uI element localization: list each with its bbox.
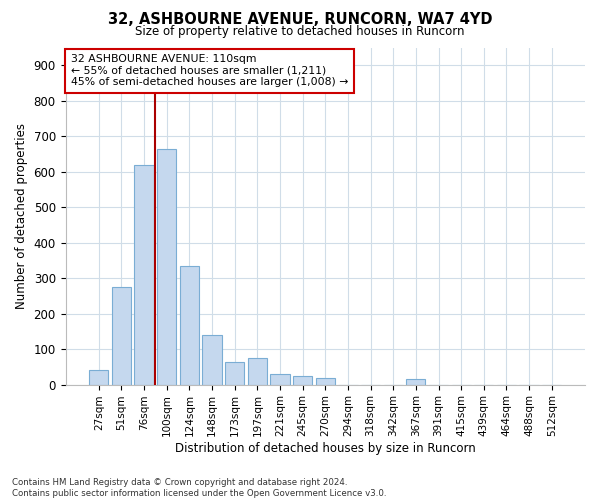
Text: Size of property relative to detached houses in Runcorn: Size of property relative to detached ho… (135, 25, 465, 38)
Bar (248, 358, 267, 384)
X-axis label: Distribution of detached houses by size in Runcorn: Distribution of detached houses by size … (175, 442, 476, 455)
Bar (112, 287, 131, 384)
Bar (157, 148, 176, 384)
Bar (316, 378, 335, 384)
Text: 32 ASHBOURNE AVENUE: 110sqm
← 55% of detached houses are smaller (1,211)
45% of : 32 ASHBOURNE AVENUE: 110sqm ← 55% of det… (71, 54, 348, 88)
Bar (225, 362, 244, 384)
Bar (293, 376, 312, 384)
Y-axis label: Number of detached properties: Number of detached properties (15, 123, 28, 309)
Bar (180, 266, 199, 384)
Bar (202, 335, 221, 384)
Bar (271, 374, 290, 384)
Text: Contains HM Land Registry data © Crown copyright and database right 2024.
Contai: Contains HM Land Registry data © Crown c… (12, 478, 386, 498)
Text: 32, ASHBOURNE AVENUE, RUNCORN, WA7 4YD: 32, ASHBOURNE AVENUE, RUNCORN, WA7 4YD (108, 12, 492, 28)
Bar (406, 380, 425, 384)
Bar (89, 370, 109, 384)
Bar (134, 164, 154, 384)
